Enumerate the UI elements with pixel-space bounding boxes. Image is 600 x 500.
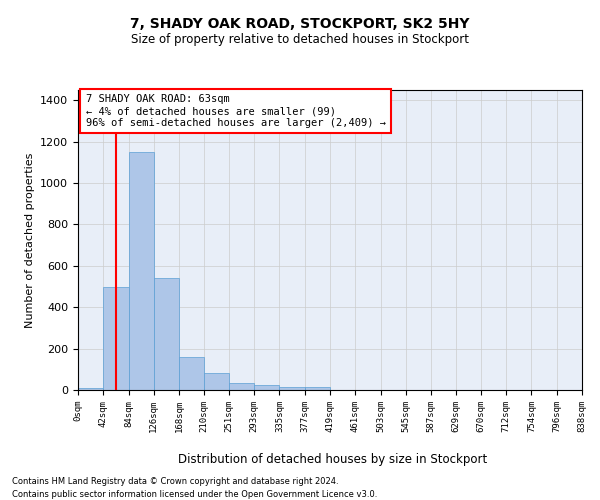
- Text: 7 SHADY OAK ROAD: 63sqm
← 4% of detached houses are smaller (99)
96% of semi-det: 7 SHADY OAK ROAD: 63sqm ← 4% of detached…: [86, 94, 386, 128]
- Text: Contains public sector information licensed under the Open Government Licence v3: Contains public sector information licen…: [12, 490, 377, 499]
- Bar: [78, 388, 103, 390]
- Bar: [179, 357, 205, 390]
- Bar: [205, 374, 229, 390]
- Bar: [254, 385, 280, 390]
- Bar: [280, 387, 305, 390]
- Text: Size of property relative to detached houses in Stockport: Size of property relative to detached ho…: [131, 32, 469, 46]
- Bar: [229, 383, 254, 390]
- Y-axis label: Number of detached properties: Number of detached properties: [25, 152, 35, 328]
- Text: 7, SHADY OAK ROAD, STOCKPORT, SK2 5HY: 7, SHADY OAK ROAD, STOCKPORT, SK2 5HY: [130, 18, 470, 32]
- Text: Contains HM Land Registry data © Crown copyright and database right 2024.: Contains HM Land Registry data © Crown c…: [12, 478, 338, 486]
- Bar: [154, 278, 179, 390]
- Bar: [305, 387, 330, 390]
- Bar: [103, 286, 128, 390]
- Bar: [128, 152, 154, 390]
- Text: Distribution of detached houses by size in Stockport: Distribution of detached houses by size …: [178, 452, 488, 466]
